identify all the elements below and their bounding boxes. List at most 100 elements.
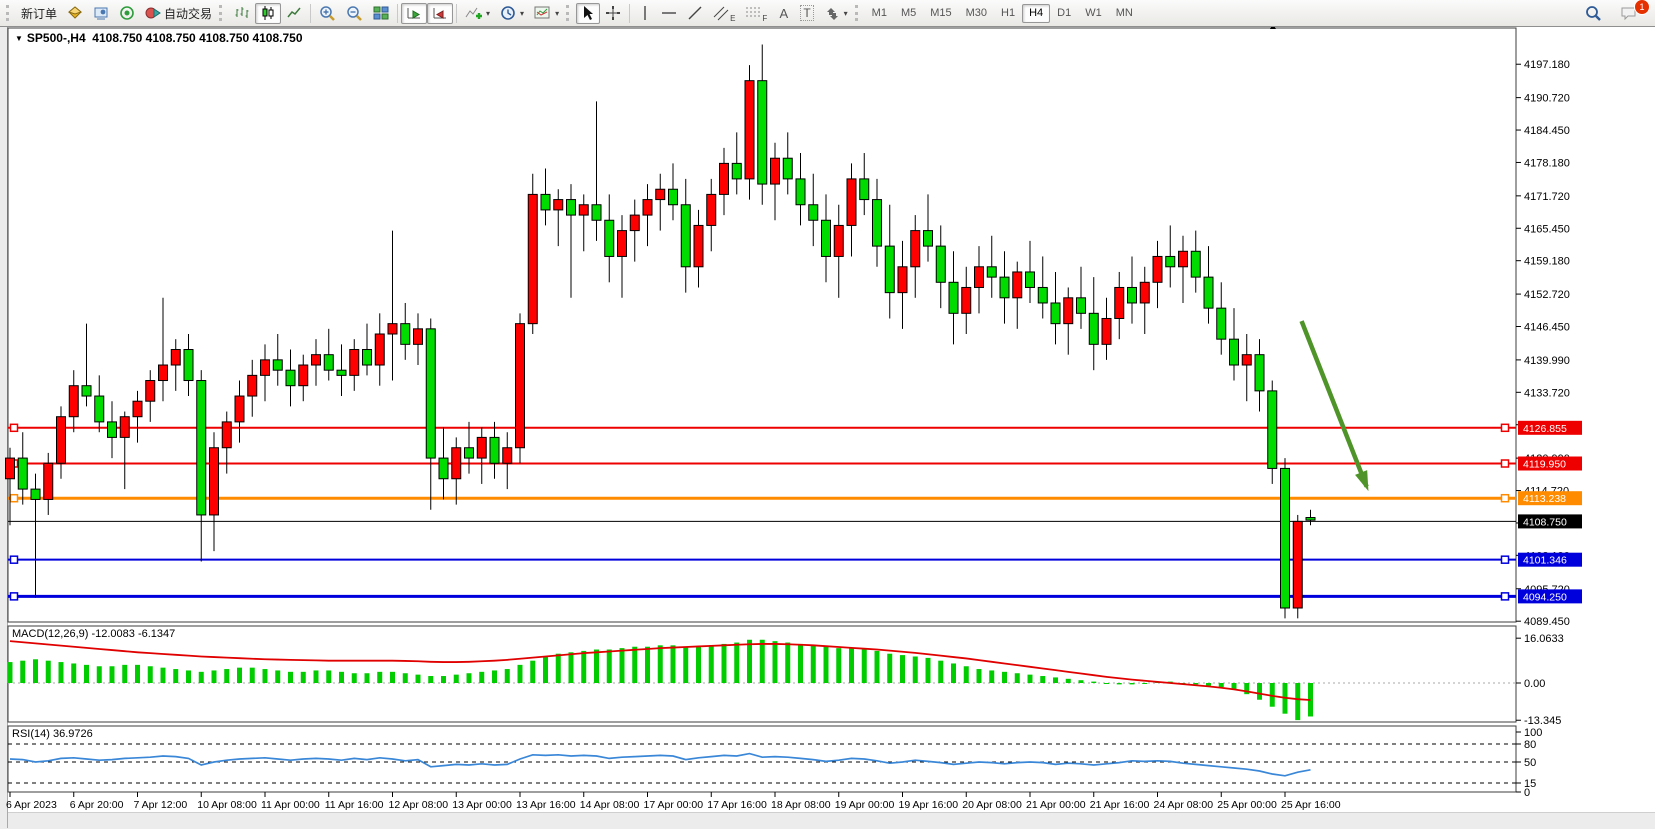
bar-chart-button[interactable] [229, 3, 255, 24]
candle [476, 427, 487, 484]
macd-histogram-bar [645, 646, 650, 683]
horizontal-line-4101.346[interactable] [8, 555, 1516, 564]
timeframe-button-m1[interactable]: M1 [871, 7, 887, 19]
trendline-tool-button[interactable] [682, 3, 708, 24]
candle [30, 473, 41, 598]
periods-button[interactable]: ▾ [495, 3, 529, 24]
toolbar-grip[interactable] [6, 5, 12, 21]
channel-e-label: E [730, 13, 736, 23]
candle [323, 328, 334, 381]
macd-histogram-bar [33, 659, 38, 683]
navigator-button[interactable] [114, 3, 140, 24]
candle [413, 313, 423, 366]
candle-body [1114, 286, 1125, 319]
candle [821, 194, 831, 283]
chart-wizard-button[interactable] [62, 3, 88, 24]
trend-arrow-annotation[interactable] [1299, 320, 1369, 492]
arrows-tool-button[interactable]: ▾ [819, 3, 853, 24]
hline-handle[interactable] [9, 493, 19, 503]
candlestick-chart-button[interactable] [255, 2, 282, 24]
candle [311, 339, 321, 386]
auto-scroll-icon [407, 8, 421, 19]
candle-body [731, 162, 742, 180]
new-order-button[interactable]: 新订单 [16, 3, 62, 24]
candle [578, 194, 589, 252]
toolbar-grip[interactable] [219, 5, 225, 21]
candle [540, 168, 551, 226]
timeframe-button-m5[interactable]: M5 [900, 7, 917, 19]
indicators-button[interactable]: ▾ [460, 3, 495, 24]
macd-histogram-bar [1295, 683, 1301, 721]
market-watch-button[interactable] [88, 3, 114, 24]
templates-button[interactable]: ▾ [529, 3, 564, 24]
channel-tool-button[interactable]: E [708, 3, 740, 24]
candle [260, 344, 270, 402]
hline-handle[interactable] [9, 423, 19, 433]
candle-body [5, 457, 15, 480]
line-chart-button[interactable] [281, 3, 307, 24]
timeframe-button-h1[interactable]: H1 [1001, 7, 1016, 19]
search-button[interactable] [1580, 3, 1607, 24]
timeframe-button-m15[interactable]: M15 [930, 7, 952, 19]
hline-handle[interactable] [1500, 459, 1510, 468]
candle [170, 339, 181, 391]
hline-handle[interactable] [9, 592, 19, 601]
notifications-button[interactable]: 1 [1615, 0, 1650, 24]
tile-windows-button[interactable] [368, 3, 394, 24]
horizontal-line-tool-button[interactable] [656, 3, 682, 24]
chart-collapse-icon[interactable]: ▼ [15, 34, 23, 43]
candle-body [1190, 250, 1201, 278]
toolbar-separator [456, 3, 458, 23]
timeframe-button-d1[interactable]: D1 [1057, 7, 1072, 19]
timeframe-button-w1[interactable]: W1 [1085, 7, 1102, 19]
candle-body [285, 369, 296, 387]
candle-body [221, 421, 232, 449]
candle-body [808, 204, 819, 221]
macd-histogram-bar [798, 643, 803, 683]
macd-axis-tick-label: 16.0633 [1524, 633, 1564, 645]
vertical-line-tool-button[interactable] [633, 3, 656, 24]
label-tool-label: T [800, 5, 814, 21]
hline-handle[interactable] [1500, 555, 1510, 564]
auto-scroll-button[interactable] [401, 2, 428, 24]
horizontal-line-4094.250[interactable] [8, 592, 1516, 601]
candle-body [706, 193, 717, 226]
cursor-tool-button[interactable] [576, 2, 601, 24]
candle-body [349, 349, 360, 376]
macd-histogram-bar [441, 676, 446, 683]
zoom-in-button[interactable] [314, 3, 341, 24]
candle-body [107, 421, 117, 438]
timeframe-button-h4[interactable]: H4 [1022, 3, 1051, 23]
toolbar-grip[interactable] [854, 5, 861, 21]
chart-shift-button[interactable] [427, 2, 454, 24]
hline-handle[interactable] [1500, 423, 1510, 433]
macd-histogram-bar [951, 663, 956, 683]
candle-body [298, 364, 309, 387]
hline-handle[interactable] [1500, 592, 1510, 601]
fibo-f-label: F [762, 13, 768, 23]
label-tool-button[interactable]: T [795, 3, 818, 24]
horizontal-line-4126.855[interactable] [8, 423, 1516, 433]
chart-ohlc-values: 4108.750 4108.750 4108.750 4108.750 [92, 31, 303, 45]
auto-trading-icon [145, 7, 161, 19]
candle-body [272, 359, 283, 371]
price-line-label: 4094.250 [1523, 591, 1567, 603]
zoom-out-button[interactable] [341, 3, 368, 24]
auto-trading-button[interactable]: 自动交易 [140, 3, 217, 24]
timeframe-button-mn[interactable]: MN [1115, 7, 1133, 19]
price-axis-tick-label: 4197.180 [1524, 59, 1570, 71]
candle [974, 246, 984, 314]
candle-body [413, 328, 423, 345]
candle [81, 323, 92, 407]
timeframe-button-m30[interactable]: M30 [965, 7, 988, 19]
fibonacci-tool-button[interactable]: F [740, 3, 772, 24]
text-tool-button[interactable]: A [772, 3, 795, 24]
rsi-axis-tick-label: 100 [1524, 727, 1542, 739]
hline-handle[interactable] [1500, 493, 1510, 503]
crosshair-tool-button[interactable] [600, 3, 626, 24]
hline-handle[interactable] [9, 555, 19, 564]
price-axis-tick-label: 4165.450 [1524, 223, 1570, 235]
rsi-axis-tick-label: 50 [1524, 757, 1536, 769]
toolbar-grip[interactable] [566, 5, 572, 21]
